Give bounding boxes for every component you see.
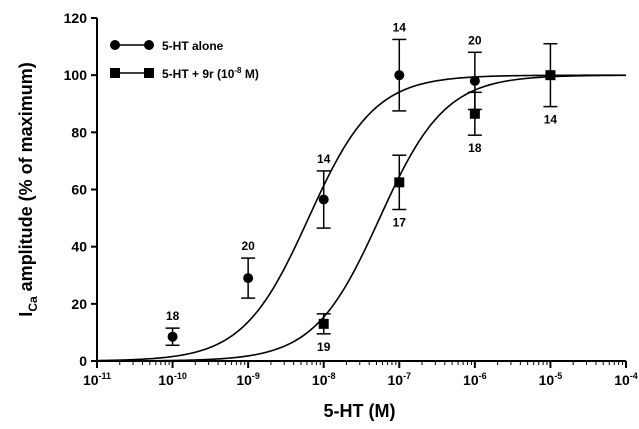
x-tick-label: 10-5 (539, 371, 563, 388)
data-point-circle (394, 70, 405, 81)
x-tick-label: 10-4 (614, 371, 638, 388)
data-marks: 18 20 14 14 20 19 17 18 14 (165, 20, 558, 354)
fit-curves (96, 74, 627, 362)
data-point-square (394, 177, 405, 188)
n-label: 14 (544, 113, 558, 127)
n-label: 19 (317, 340, 331, 354)
y-tick-label: 120 (64, 10, 88, 26)
y-tick-label: 20 (71, 296, 87, 312)
x-tick-label: 10-9 (236, 371, 260, 388)
x-tick-label: 10-6 (463, 371, 487, 388)
legend-label: 5-HT + 9r (10-8 M) (162, 66, 259, 81)
n-label: 18 (166, 309, 180, 323)
n-label: 18 (468, 141, 482, 155)
legend-marker-circle (110, 40, 120, 50)
data-point-circle (318, 194, 329, 205)
fit-curve-1 (96, 74, 627, 362)
legend-label: 5-HT alone (162, 39, 224, 53)
data-point-square (318, 318, 329, 329)
n-label: 20 (468, 33, 482, 47)
axes: 0 20 40 60 80 100 120 10-11 10-10 10-9 10-8 10-7 10-… (64, 10, 638, 388)
n-label: 20 (241, 239, 255, 253)
y-tick-label: 40 (71, 239, 87, 255)
y-tick-label: 0 (79, 353, 87, 369)
fit-curve-2 (97, 74, 627, 362)
n-label: 14 (317, 152, 331, 166)
n-label: 14 (393, 20, 407, 34)
legend-marker-circle (144, 40, 154, 50)
x-tick-label: 10-7 (387, 371, 411, 388)
y-axis-title: ICa amplitude (% of maximum) (16, 62, 40, 316)
legend-marker-square (110, 68, 120, 78)
axis-titles: 5-HT (M) ICa amplitude (% of maximum) (16, 62, 395, 421)
legend-marker-square (144, 68, 154, 78)
x-tick-label: 10-10 (158, 371, 187, 388)
n-label: 17 (393, 216, 407, 230)
data-point-circle (243, 273, 254, 284)
data-point-square (545, 70, 556, 81)
data-point-square (469, 108, 480, 119)
x-tick-label: 10-8 (312, 371, 336, 388)
data-point-circle (167, 331, 178, 342)
x-tick-label: 10-11 (83, 371, 111, 388)
y-tick-label: 80 (71, 124, 87, 140)
x-axis-title: 5-HT (M) (324, 401, 396, 421)
data-point-circle (469, 75, 480, 86)
y-tick-label: 100 (64, 67, 88, 83)
legend: 5-HT alone 5-HT + 9r (10-8 M) (110, 39, 259, 81)
y-tick-label: 60 (71, 182, 87, 198)
